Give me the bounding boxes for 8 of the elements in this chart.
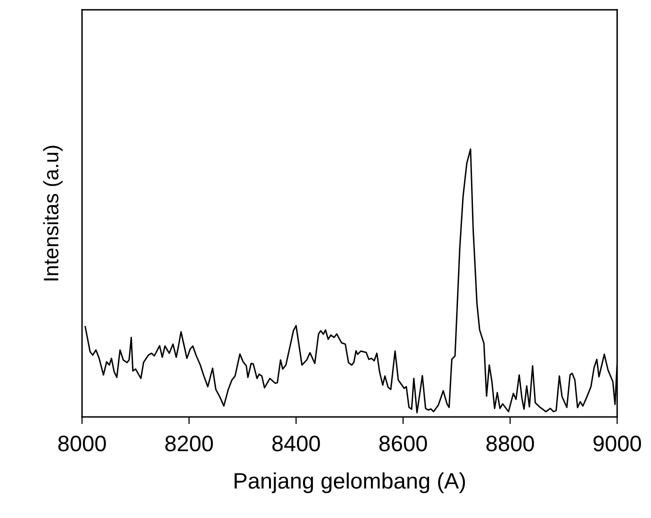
x-axis-title: Panjang gelombang (A)	[234, 472, 465, 494]
x-tick-label: 8400	[272, 436, 320, 452]
y-axis-title: Intensitas (a.u)	[43, 146, 63, 280]
x-tick-label: 8600	[379, 436, 427, 452]
x-tick-label: 9000	[593, 436, 641, 452]
x-tick-label: 8000	[58, 436, 106, 452]
x-tick-label: 8800	[486, 436, 534, 452]
x-tick-label: 8200	[165, 436, 213, 452]
